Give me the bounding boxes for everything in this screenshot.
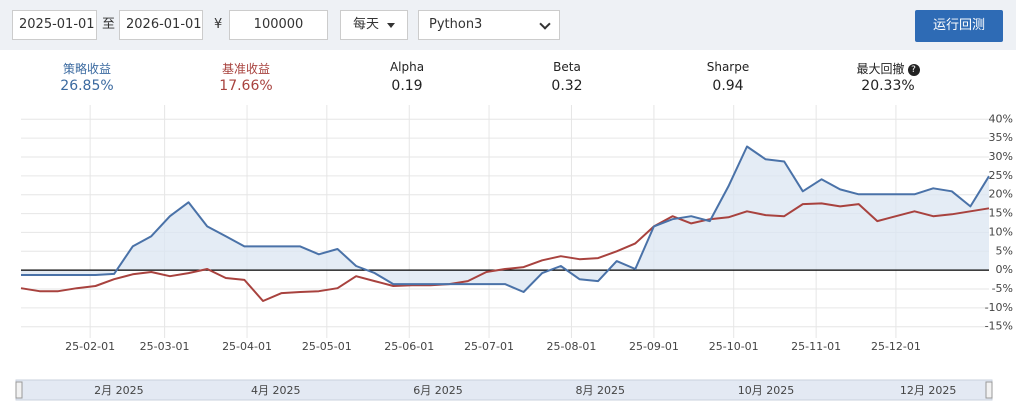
stat: Alpha 0.19: [332, 60, 482, 94]
y-tick-label: 0%: [996, 263, 1013, 276]
navigator-label: 2月 2025: [94, 384, 143, 397]
navigator-label: 10月 2025: [738, 384, 795, 397]
stat-label: Alpha: [389, 60, 425, 74]
stat-label: 基准收益: [221, 62, 270, 76]
navigator-label: 12月 2025: [900, 384, 957, 397]
x-tick-label: 25-06-01: [384, 340, 434, 353]
end-date[interactable]: 2026-01-01: [119, 10, 203, 40]
series-line: [20, 202, 990, 302]
navigator-label: 4月 2025: [251, 384, 300, 397]
caret: [387, 23, 395, 28]
y-tick-label: -5%: [992, 282, 1013, 295]
x-tick-label: 25-09-01: [629, 340, 679, 353]
help-icon: ?: [907, 64, 920, 76]
toolbar: 2025-01-01 至 2026-01-01 ¥ 100000 每天 Pyth…: [0, 0, 1016, 50]
x-tick-label: 25-07-01: [464, 340, 514, 353]
x-tick-label: 25-04-01: [222, 340, 272, 353]
to-label: 至: [102, 17, 116, 32]
y-tick-label: 30%: [989, 150, 1013, 163]
navigator-label: 8月 2025: [575, 384, 625, 397]
stat: 基准收益 17.66%: [171, 60, 321, 94]
x-tick-label: 25-12-01: [871, 340, 921, 353]
frequency: 每天: [353, 17, 380, 32]
stat: Beta 0.32: [492, 60, 642, 94]
currency: ¥: [214, 17, 223, 32]
language-select[interactable]: Python3: [418, 10, 560, 40]
x-tick-label: 25-10-01: [709, 340, 759, 353]
stat-value: 0.19: [391, 78, 423, 94]
y-tick-label: 10%: [989, 225, 1013, 238]
y-tick-label: 5%: [996, 244, 1013, 257]
series-line: [21, 145, 990, 293]
stat-label: Beta: [553, 60, 581, 74]
navigator: [15, 379, 993, 401]
chevron: [539, 18, 551, 30]
stat: Sharpe 0.94: [653, 60, 803, 94]
start-date[interactable]: 2025-01-01: [12, 10, 97, 40]
stat-value: 17.66%: [219, 78, 273, 94]
navigator-handle: [15, 381, 23, 399]
language: Python3: [429, 17, 483, 32]
y-tick-label: 25%: [989, 169, 1013, 182]
run-button[interactable]: 运行回测: [915, 10, 1003, 42]
x-tick-label: 25-08-01: [547, 340, 597, 353]
stat-label: 策略收益: [62, 62, 111, 76]
x-tick-label: 25-11-01: [791, 340, 841, 353]
stat-value: 20.33%: [861, 78, 915, 94]
y-tick-label: -10%: [985, 301, 1013, 314]
navigator-label: 6月 2025: [413, 384, 463, 397]
stat-value: 0.94: [712, 78, 744, 94]
x-tick-label: 25-05-01: [302, 340, 352, 353]
y-tick-label: -15%: [985, 320, 1013, 333]
y-tick-label: 40%: [989, 112, 1013, 125]
navigator-handle: [985, 381, 993, 399]
stat: 最大回撤? 20.33%: [813, 60, 963, 94]
stat: 策略收益 26.85%: [12, 60, 162, 94]
frequency-select[interactable]: 每天: [340, 10, 408, 40]
x-tick-label: 25-02-01: [65, 340, 115, 353]
strategy-area: [21, 146, 989, 292]
y-tick-label: 20%: [989, 188, 1013, 201]
stat-label: 最大回撤?: [813, 60, 963, 78]
x-tick-label: 25-03-01: [140, 340, 190, 353]
capital-input[interactable]: 100000: [229, 10, 328, 40]
stat-value: 0.32: [551, 78, 583, 94]
y-tick-label: 15%: [989, 207, 1013, 220]
y-tick-label: 35%: [989, 131, 1013, 144]
stat-value: 26.85%: [60, 78, 114, 94]
stat-label: Sharpe: [706, 60, 750, 74]
